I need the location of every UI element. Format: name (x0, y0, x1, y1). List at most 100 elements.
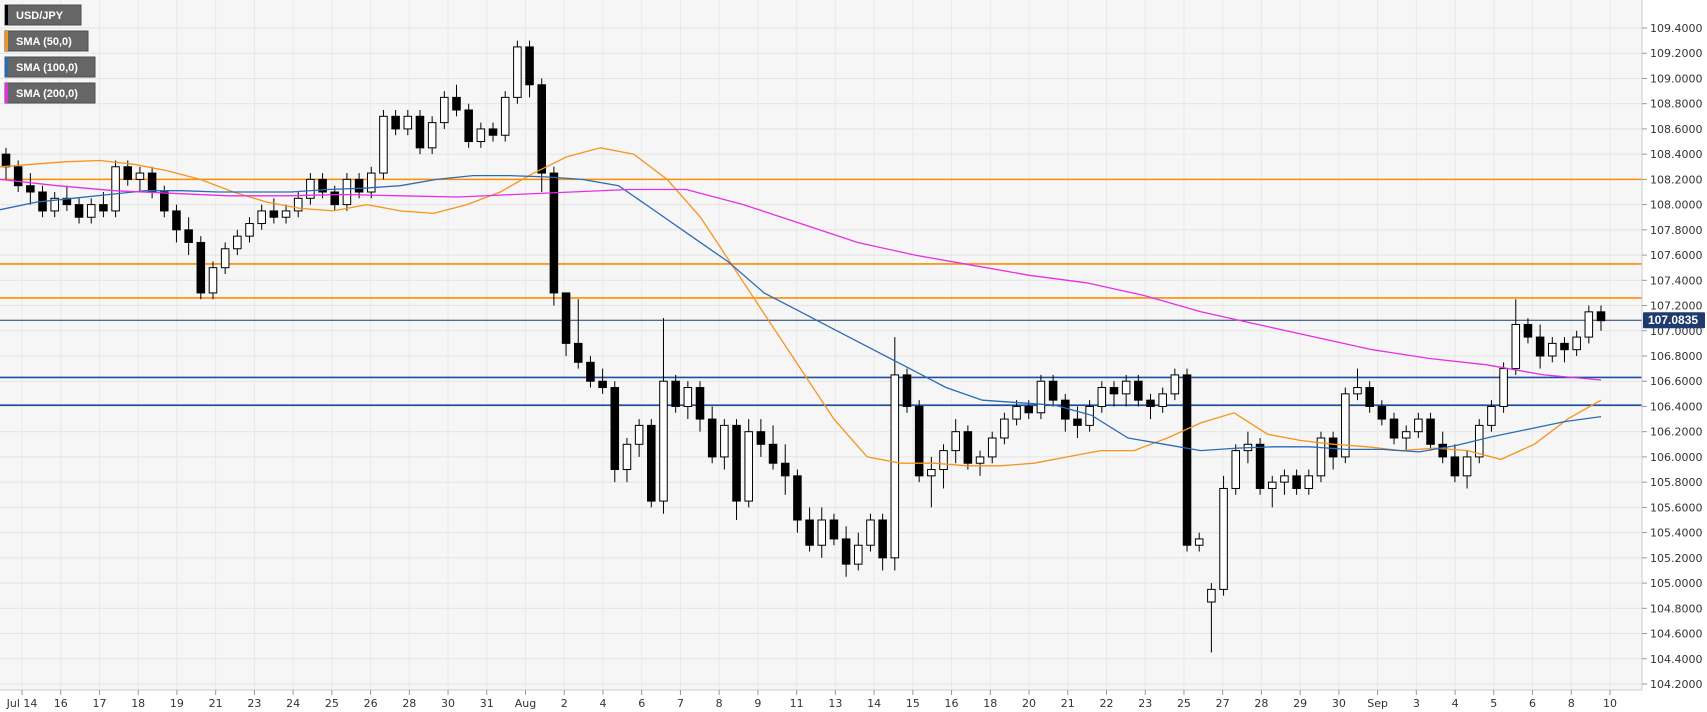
bearish-candle-body (610, 387, 620, 471)
y-tick-label: 106.8000 (1650, 350, 1703, 363)
x-tick-label: 6 (1529, 697, 1536, 710)
sma-line-3 (0, 178, 1602, 381)
x-tick-label: Aug (515, 697, 536, 710)
bullish-candle-body (281, 210, 291, 218)
y-tick-label: 104.4000 (1650, 653, 1703, 666)
bullish-candle-body (987, 437, 997, 458)
bullish-candle-body (379, 115, 388, 174)
y-tick-label: 104.2000 (1650, 678, 1703, 691)
bullish-candle-body (1121, 380, 1131, 395)
bullish-candle-body (208, 267, 218, 294)
bearish-candle-body (160, 191, 169, 212)
bearish-candle-body (1596, 311, 1606, 322)
y-tick-label: 105.8000 (1650, 476, 1703, 489)
current-price-badge (1643, 312, 1705, 329)
bullish-candle-body (1158, 393, 1167, 407)
bullish-candle-body (1511, 323, 1521, 370)
bearish-candle-body (1328, 437, 1338, 458)
bearish-candle-body (1061, 399, 1070, 420)
bullish-candle-body (1499, 368, 1508, 407)
legend-color-swatch (5, 57, 8, 77)
x-tick-label: 2 (561, 697, 568, 710)
bullish-candle-body (1572, 336, 1581, 351)
bearish-candle-body (598, 380, 607, 389)
bullish-candle-body (1353, 387, 1362, 395)
bearish-candle-body (780, 462, 790, 477)
bearish-candle-body (318, 178, 327, 193)
y-tick-label: 109.4000 (1650, 22, 1703, 35)
x-tick-label: 27 (1216, 697, 1230, 710)
bearish-candle-body (732, 424, 741, 502)
x-tick-label: 22 (1099, 697, 1113, 710)
bullish-candle-body (135, 172, 145, 180)
bullish-candle-body (1474, 424, 1484, 458)
x-tick-label: 4 (1452, 697, 1459, 710)
bullish-candle-body (1036, 380, 1046, 414)
x-tick-label: 18 (983, 697, 997, 710)
bullish-candle-body (927, 469, 936, 477)
x-tick-label: 28 (402, 697, 416, 710)
bearish-candle-body (1560, 342, 1569, 351)
bearish-candle-body (488, 128, 498, 136)
x-tick-label: 25 (325, 697, 339, 710)
x-tick-label: 6 (638, 697, 645, 710)
bullish-candle-body (720, 424, 729, 458)
bullish-candle-body (975, 456, 985, 464)
bullish-candle-body (1341, 393, 1350, 458)
y-tick-label: 108.0000 (1650, 199, 1703, 212)
y-tick-label: 108.2000 (1650, 173, 1703, 186)
bullish-candle-body (683, 387, 693, 407)
bearish-candle-body (452, 96, 461, 111)
bullish-candle-body (1219, 487, 1228, 590)
bearish-candle-body (269, 210, 279, 218)
bearish-candle-body (415, 115, 425, 149)
bullish-candle-body (293, 197, 303, 212)
x-tick-label: 17 (92, 697, 106, 710)
bearish-candle-body (1365, 387, 1374, 407)
bullish-candle-body (220, 248, 230, 269)
y-tick-label: 104.8000 (1650, 602, 1703, 615)
x-tick-label: 11 (790, 697, 804, 710)
x-tick-label: 23 (247, 697, 261, 710)
x-tick-label: 16 (54, 697, 68, 710)
bullish-candle-body (1280, 475, 1289, 483)
bullish-candle-body (476, 128, 486, 143)
bearish-candle-body (1377, 405, 1387, 420)
bullish-candle-body (1304, 475, 1314, 489)
bullish-candle-body (744, 431, 753, 502)
x-tick-label: 30 (1332, 697, 1346, 710)
moving-averages (0, 147, 1602, 467)
x-tick-label: 8 (1568, 697, 1575, 710)
bullish-candle-body (1548, 342, 1557, 357)
y-axis-ticks: 109.4000 109.2000 109.0000 108.8000 108.6000… (1642, 22, 1703, 691)
x-tick-label: 21 (1061, 697, 1075, 710)
bearish-candle-body (464, 109, 473, 143)
bullish-candle-body (951, 431, 960, 452)
bearish-candle-body (695, 387, 705, 420)
x-tick-label: 25 (1177, 697, 1191, 710)
bullish-candle-body (1097, 387, 1107, 407)
bullish-candle-body (1170, 374, 1180, 395)
x-tick-label: 19 (170, 697, 184, 710)
candlesticks (1, 40, 1606, 653)
x-axis-ticks: Jul 14 16 17 18 19 21 23 24 25 26 28 30 31 Aug 2 4 6 7 8 9 1… (6, 690, 1617, 710)
bearish-candle-body (805, 519, 814, 546)
y-tick-label: 107.8000 (1650, 224, 1703, 237)
y-tick-label: 105.6000 (1650, 501, 1703, 514)
bullish-candle-body (817, 519, 827, 546)
current-price-label: 107.0835 (1643, 312, 1705, 329)
bullish-candle-body (1231, 450, 1241, 489)
bearish-candle-body (902, 374, 912, 407)
bullish-candle-body (939, 450, 948, 471)
bullish-candle-body (1487, 405, 1496, 426)
bearish-candle-body (1109, 387, 1119, 395)
bearish-candle-body (354, 178, 364, 193)
bearish-candle-body (1073, 418, 1082, 426)
y-tick-label: 106.2000 (1650, 426, 1703, 439)
y-tick-label: 107.4000 (1650, 274, 1703, 287)
bullish-candle-body (500, 96, 510, 136)
bearish-candle-body (549, 172, 559, 294)
bearish-candle-body (1450, 456, 1460, 477)
x-tick-label: 9 (754, 697, 761, 710)
